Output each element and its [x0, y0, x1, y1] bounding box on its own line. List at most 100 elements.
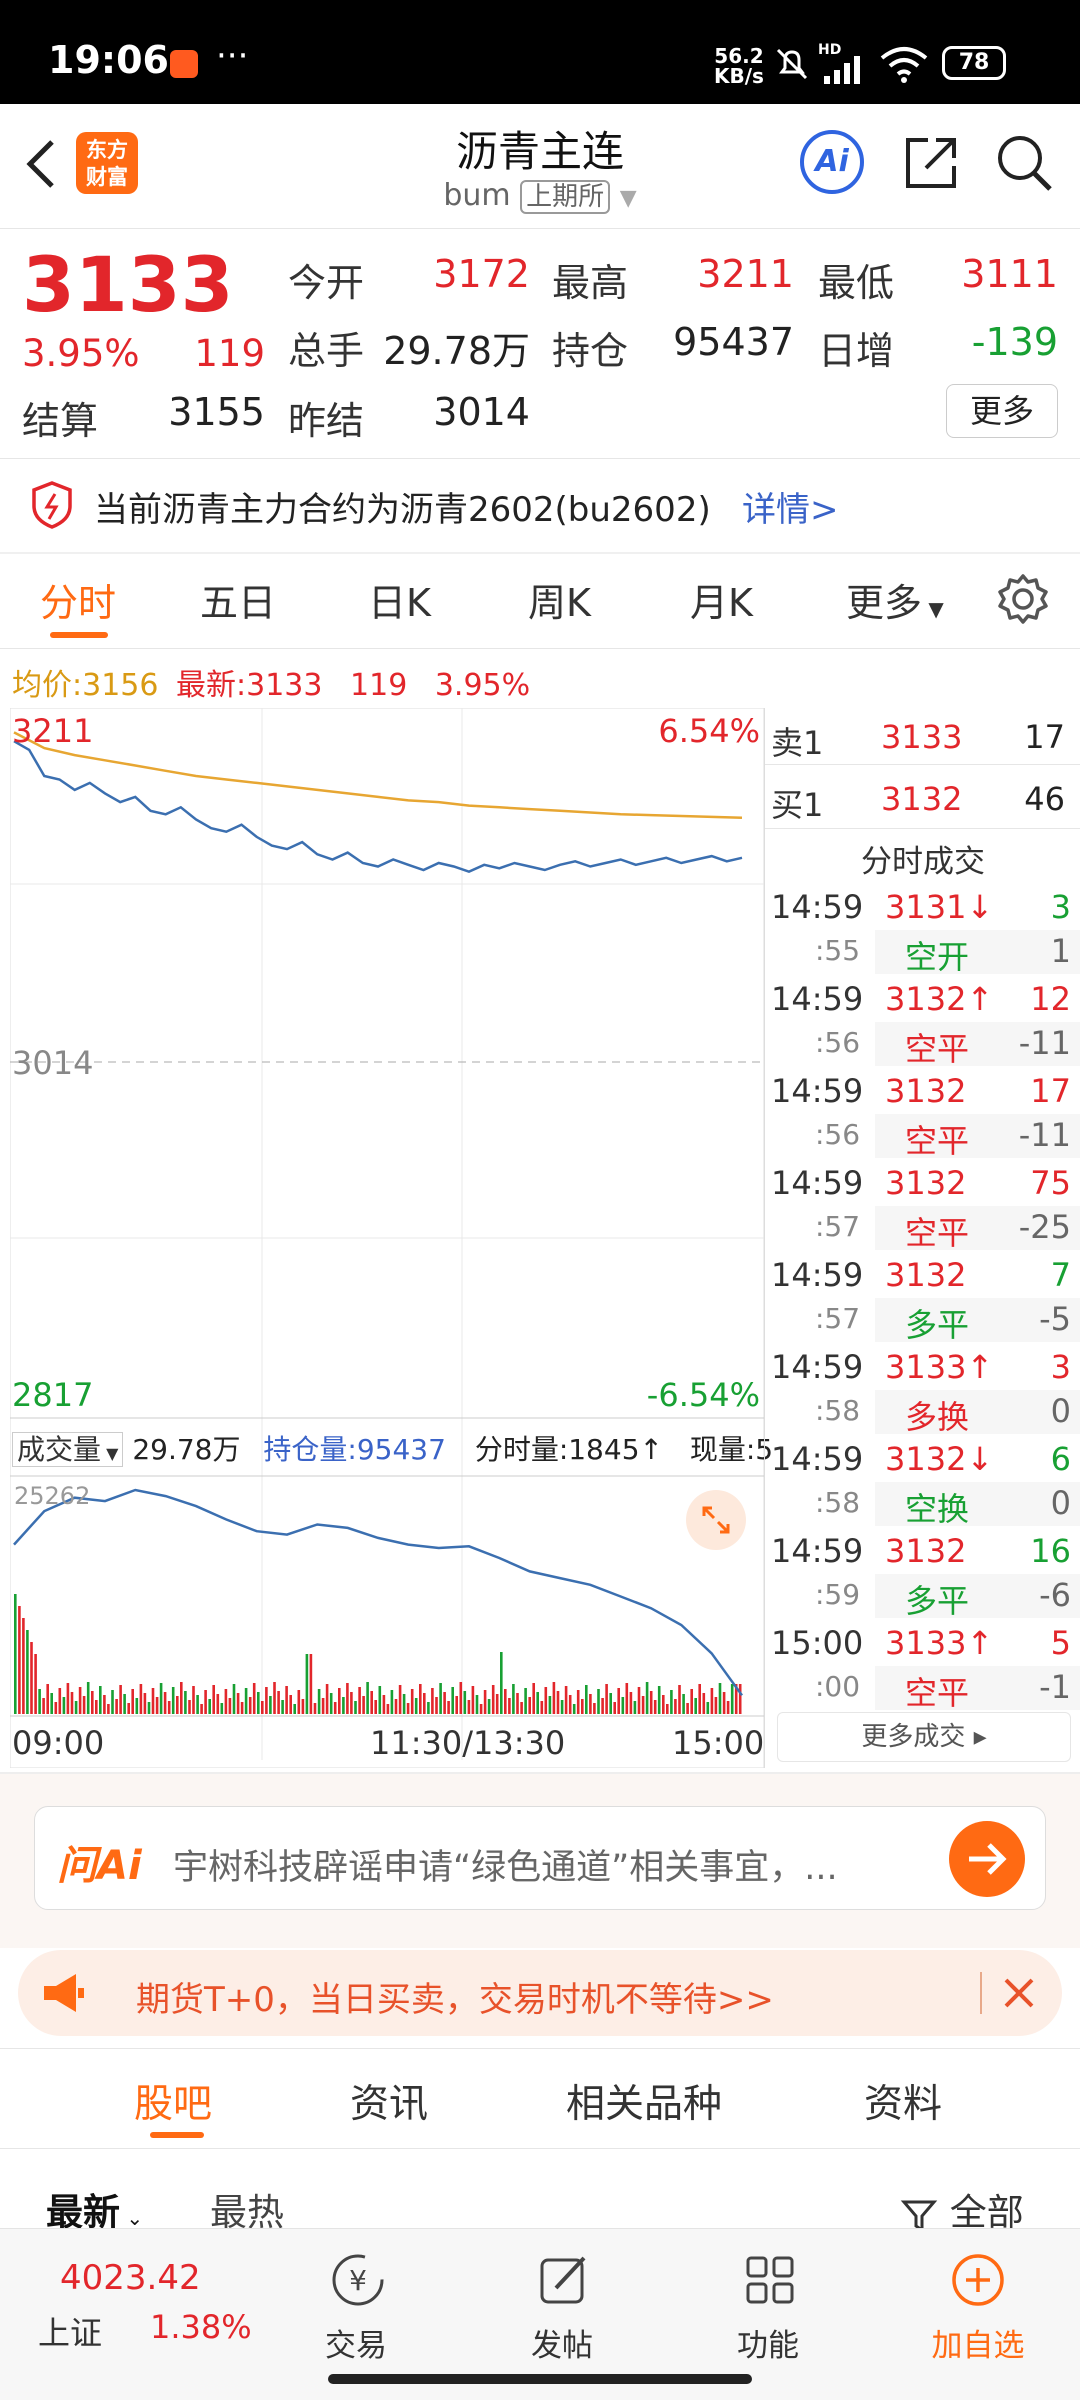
nav-index[interactable]: 4023.42 上证 1.38% [0, 2228, 252, 2400]
volume-bar [95, 1700, 98, 1714]
tab-related[interactable]: 相关品种 [566, 2082, 723, 2127]
trade-type: 空平 [905, 1214, 970, 1252]
volume-bar [30, 1642, 33, 1714]
notice-bar[interactable]: 当前沥青主力合约为沥青2602(bu2602) 详情> [0, 458, 1080, 552]
intraday-chart[interactable] [10, 708, 764, 1768]
more-trades-button[interactable]: 更多成交 ▸ [777, 1712, 1071, 1762]
volume-bar [107, 1704, 110, 1714]
volume-bar [321, 1698, 325, 1714]
sort-hot[interactable]: 最热 [210, 2191, 284, 2234]
sell1-volume: 17 [1024, 718, 1065, 756]
volume-bar [653, 1700, 657, 1714]
volume-bar [702, 1693, 706, 1714]
nav-functions[interactable]: 功能 [660, 2228, 876, 2400]
wifi-icon [880, 47, 928, 83]
volume-bar [710, 1688, 714, 1714]
volume-bar [576, 1690, 580, 1714]
volume-bar [325, 1684, 329, 1714]
volume-bar [678, 1685, 681, 1714]
y-min-label: 2817 [12, 1376, 94, 1414]
volume-bar [625, 1683, 629, 1714]
volume-bar [224, 1689, 228, 1714]
volume-bar [127, 1703, 130, 1714]
contract-subtitle[interactable]: bum 上期所 ▼ [443, 178, 637, 214]
trade-time: 14:59 [771, 980, 864, 1018]
volume-bar [633, 1701, 637, 1714]
volume-bar [536, 1692, 539, 1714]
volume-bar [192, 1686, 195, 1714]
volume-bar [115, 1699, 118, 1714]
volume-bar [439, 1683, 442, 1714]
volume-bar [504, 1689, 507, 1714]
high-label: 最高 [552, 261, 629, 305]
tab-intraday[interactable]: 分时 [40, 581, 117, 625]
trade-second: :58 [815, 1394, 861, 1427]
pct-min-label: -6.54% [646, 1376, 760, 1414]
volume-bar [548, 1696, 552, 1714]
open-interest-line [13, 1488, 744, 1697]
buy1-volume: 46 [1024, 780, 1065, 818]
volume-bar [520, 1702, 523, 1714]
more-quote-button[interactable]: 更多 [946, 384, 1058, 438]
volume-bar [508, 1698, 511, 1714]
nav-add-watchlist[interactable]: 加自选 [870, 2228, 1080, 2400]
volume-bar [398, 1685, 402, 1714]
volume-bar [394, 1699, 398, 1714]
share-icon[interactable] [900, 132, 962, 194]
bottom-nav [0, 2228, 1080, 2400]
notice-detail-link[interactable]: 详情> [742, 490, 839, 530]
trade-type: 多平 [905, 1582, 970, 1620]
ai-go-button[interactable] [949, 1821, 1025, 1897]
volume-selector[interactable]: 成交量 ▼ [12, 1432, 124, 1467]
sell1-label: 卖1 [771, 724, 824, 762]
trade-volume: 17 [1030, 1072, 1071, 1110]
volume-bar [516, 1693, 519, 1714]
volume-bar [657, 1686, 661, 1714]
expand-icon[interactable] [686, 1490, 746, 1550]
last-label: 最新: [176, 668, 247, 703]
volume-bar [167, 1701, 171, 1714]
buy1-label: 买1 [771, 786, 824, 824]
back-icon[interactable] [18, 134, 62, 194]
trade-type: 空平 [905, 1030, 970, 1068]
filter-all[interactable]: 全部 [900, 2182, 1024, 2236]
volume-bar [180, 1682, 183, 1714]
nav-bar: 东方 财富 沥青主连 bum 上期所 ▼ Ai [0, 104, 1080, 228]
volume-bar [467, 1700, 471, 1714]
volume-bar [74, 1701, 78, 1714]
high-value: 3211 [697, 252, 794, 296]
close-icon[interactable] [996, 1970, 1042, 2016]
settings-gear-icon[interactable] [996, 572, 1050, 626]
last-value: 3133 [246, 668, 323, 703]
index-name: 上证 [38, 2314, 103, 2352]
volume-bar [690, 1689, 693, 1714]
tab-five-day[interactable]: 五日 [200, 581, 277, 625]
volume-bar [333, 1702, 337, 1714]
volume-bar [682, 1694, 685, 1714]
page-title: 沥青主连 [455, 127, 624, 176]
tab-daily-k[interactable]: 日K [368, 581, 431, 625]
tab-news[interactable]: 资讯 [350, 2082, 429, 2127]
volume-bar [528, 1697, 531, 1714]
promo-banner[interactable]: 期货T+0，当日买卖，交易时机不等待>> [18, 1950, 1062, 2036]
tab-monthly-k[interactable]: 月K [690, 581, 753, 625]
nav-trade[interactable]: ¥ 交易 [248, 2228, 464, 2400]
volume-bar [38, 1689, 41, 1714]
trade-panel: 卖1 3133 17 买1 3132 46 分时成交 14:59 3131↓ 3:5… [764, 708, 1080, 1768]
nav-post[interactable]: 发帖 [454, 2228, 670, 2400]
tab-more[interactable]: 更多 ▼ [846, 581, 944, 625]
tab-profile[interactable]: 资料 [864, 2082, 943, 2127]
volume-bar [455, 1696, 458, 1714]
home-indicator [328, 2374, 752, 2384]
sort-latest[interactable]: 最新 ⌄ [46, 2191, 144, 2234]
volume-bar [597, 1689, 600, 1714]
ai-icon[interactable]: Ai [800, 130, 864, 194]
app-logo[interactable]: 东方 财富 [76, 132, 138, 194]
tab-forum[interactable]: 股吧 [134, 2082, 213, 2127]
volume-bar [366, 1682, 369, 1714]
volume-bar [46, 1684, 49, 1714]
volume-bar [273, 1682, 276, 1714]
search-icon[interactable] [994, 132, 1056, 194]
ai-search-bar[interactable]: 问Ai 宇树科技辟谣申请“绿色通道”相关事宜，... [34, 1806, 1046, 1910]
tab-weekly-k[interactable]: 周K [528, 581, 591, 625]
